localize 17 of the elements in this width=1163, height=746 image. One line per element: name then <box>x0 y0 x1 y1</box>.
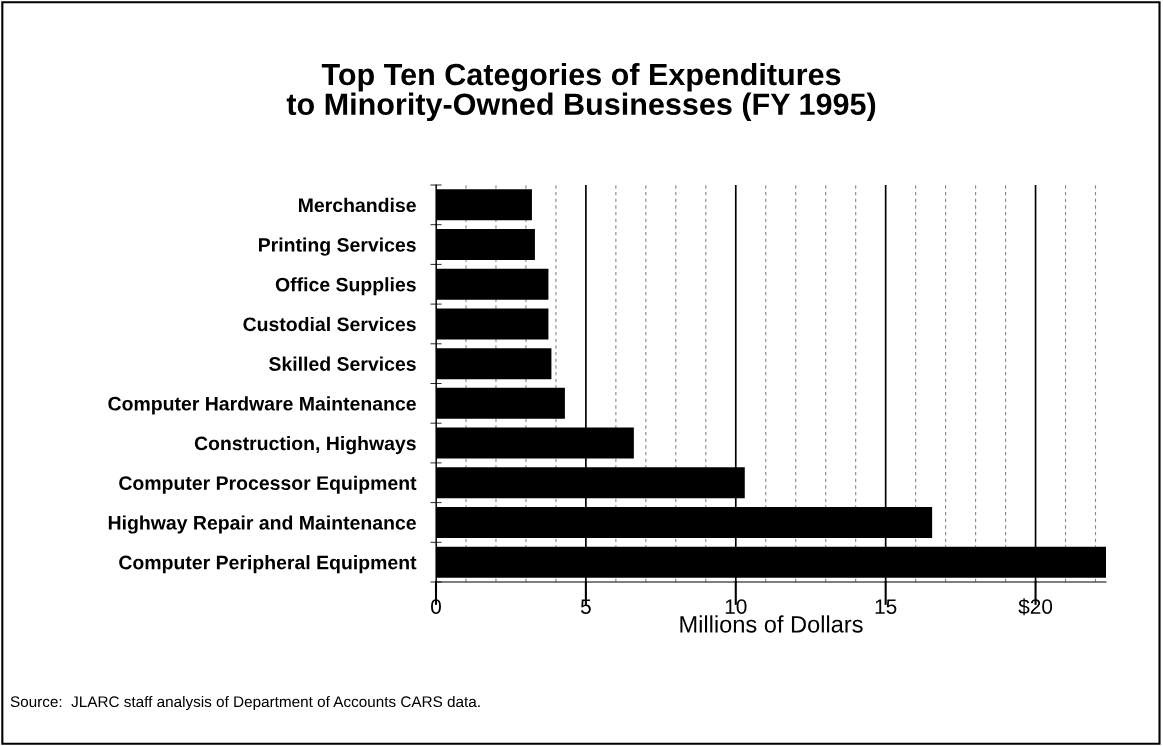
y-tick-label: Highway Repair and Maintenance <box>108 515 416 534</box>
y-tick-label: Custodial Services <box>243 316 416 332</box>
y-tick-label: Office Supplies <box>275 277 416 296</box>
chart-title: Top Ten Categories of Expenditures to Minority-Owned Businesses (FY 1995) <box>286 62 876 122</box>
y-tick-label: Skilled Services <box>269 356 416 371</box>
y-tick-label: Computer Hardware Maintenance <box>108 396 416 415</box>
x-tick-label: 5 <box>580 599 591 614</box>
y-tick-label: Computer Peripheral Equipment <box>119 555 417 574</box>
x-tick-label: 15 <box>875 599 897 614</box>
y-tick-label: Merchandise <box>299 197 416 213</box>
x-axis-title: Millions of Dollars <box>680 615 863 633</box>
y-tick-label: Construction, Highways <box>194 436 416 455</box>
x-tick-label: $20 <box>1018 598 1053 616</box>
source-note: Source: JLARC staff analysis of Department of Accounts CARS data. <box>10 695 480 711</box>
y-tick-label: Printing Services <box>259 237 416 256</box>
y-tick-label: Computer Processor Equipment <box>119 475 417 494</box>
x-tick-label: 10 <box>725 599 747 614</box>
